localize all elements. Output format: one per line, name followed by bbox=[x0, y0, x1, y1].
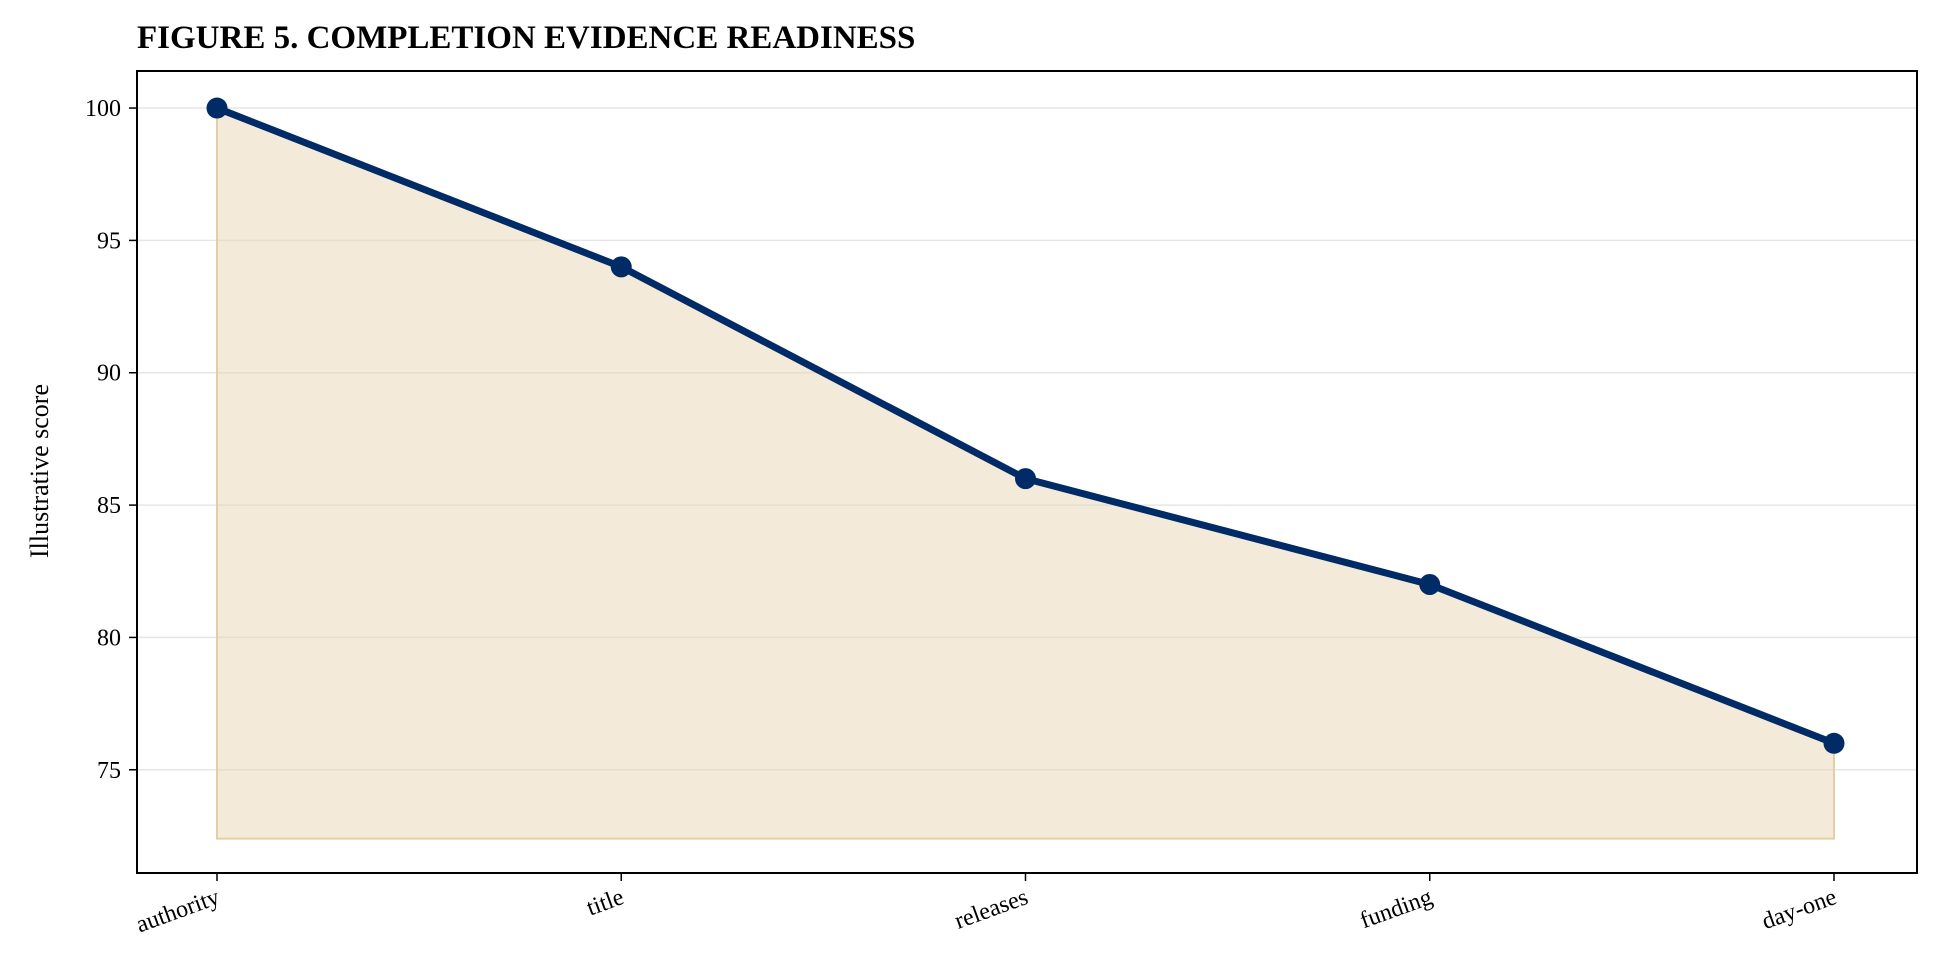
data-point-releases bbox=[1015, 468, 1036, 490]
y-tick-label-75: 75 bbox=[97, 758, 121, 784]
x-tick-label-title: title bbox=[583, 884, 627, 921]
y-tick-label-95: 95 bbox=[97, 228, 121, 254]
data-points bbox=[206, 97, 1845, 754]
data-point-funding bbox=[1419, 573, 1441, 595]
data-point-authority bbox=[206, 97, 228, 119]
x-tick-label-day-one: day-one bbox=[1759, 884, 1841, 935]
y-tick-label-85: 85 bbox=[97, 493, 121, 519]
y-tick-label-90: 90 bbox=[97, 361, 121, 387]
chart-title: FIGURE 5. COMPLETION EVIDENCE READINESS bbox=[137, 20, 915, 56]
y-axis-label: Illustrative score bbox=[25, 384, 54, 558]
x-tick-label-authority: authority bbox=[133, 884, 223, 938]
y-axis-ticks: 75 80 85 90 95 100 bbox=[85, 96, 137, 784]
y-tick-label-100: 100 bbox=[85, 96, 121, 122]
x-tick-label-funding: funding bbox=[1357, 884, 1436, 934]
y-tick-label-80: 80 bbox=[97, 625, 121, 651]
x-axis-ticks: authority title releases funding day-one bbox=[133, 873, 1840, 938]
x-tick-label-releases: releases bbox=[951, 884, 1031, 934]
data-point-title bbox=[610, 256, 632, 278]
plot-frame bbox=[136, 70, 1918, 874]
data-point-day-one bbox=[1823, 732, 1845, 754]
